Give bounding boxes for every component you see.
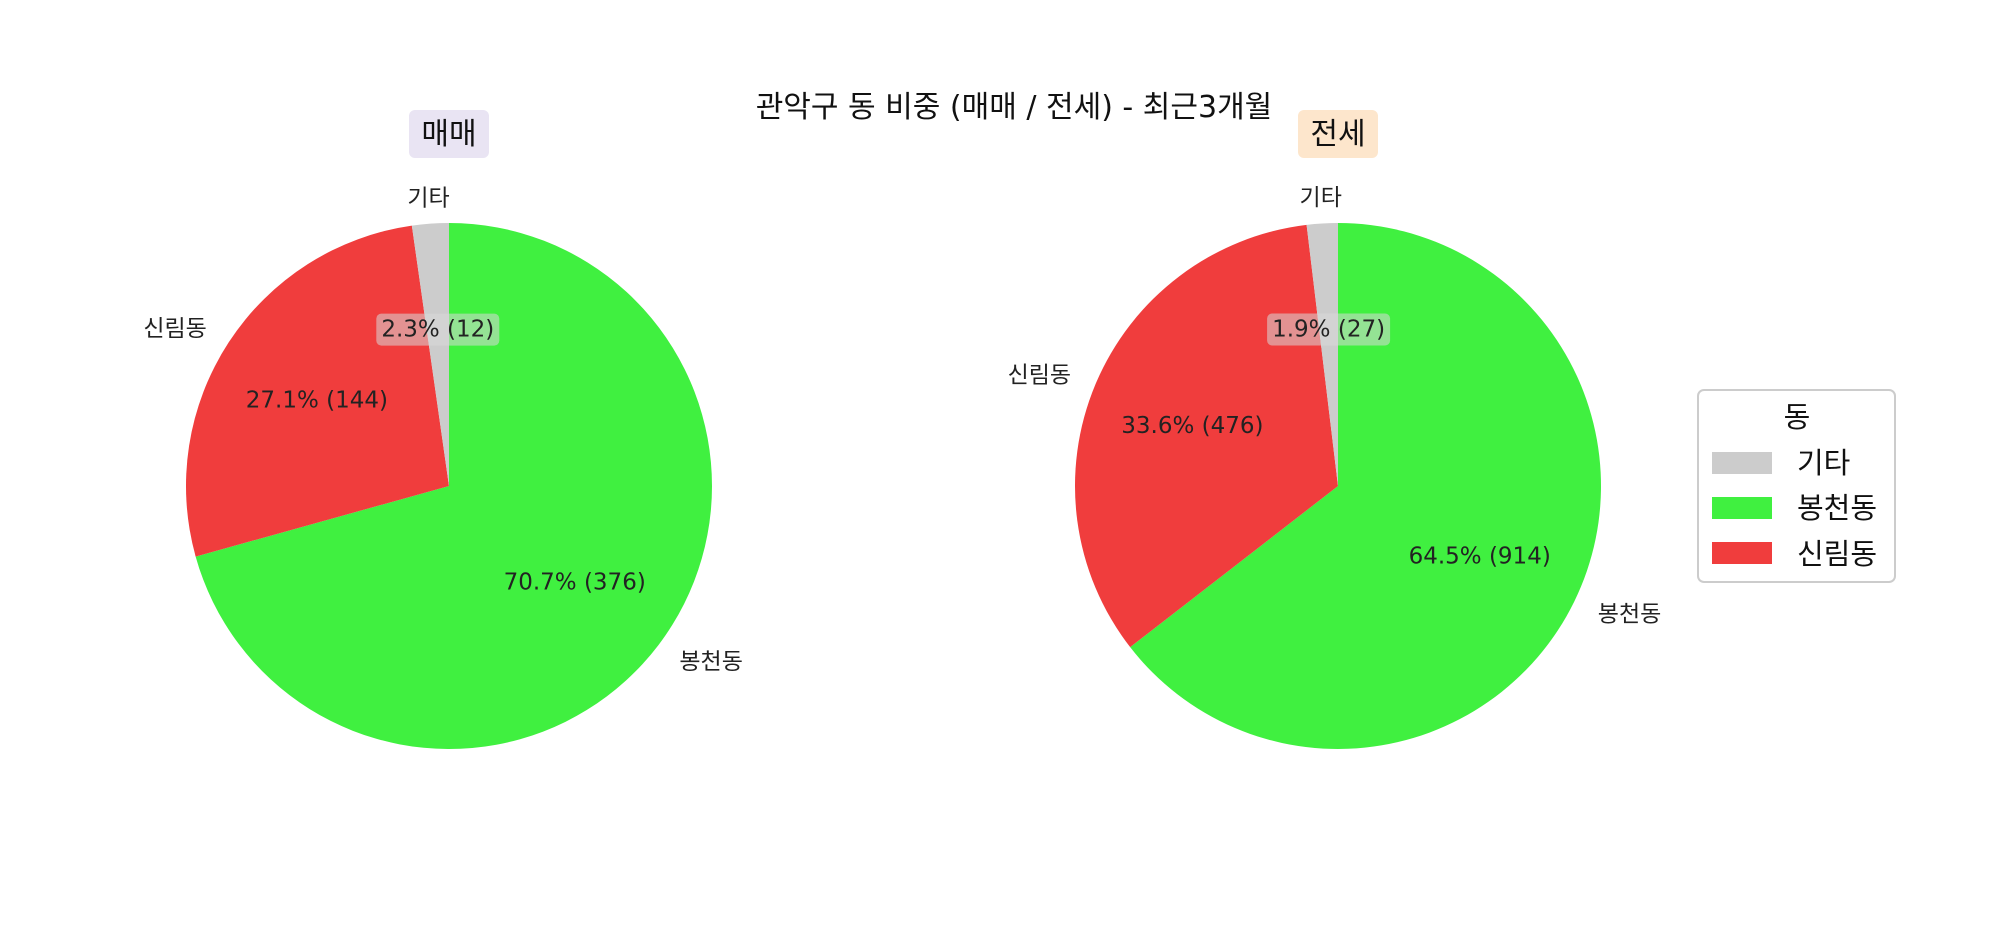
legend-frame: [1697, 389, 1896, 583]
percent-label: 64.5% (914): [1409, 543, 1551, 569]
pie-labels: 봉천동 64.5% (914) 신림동 33.6% (476) 기타 1.9% (27): [1008, 185, 1662, 627]
legend-swatch: [1712, 542, 1772, 564]
chart-title: 관악구 동 비중 (매매 / 전세) - 최근3개월: [756, 90, 1273, 125]
percent-label: 1.9% (27): [1272, 317, 1385, 343]
percent-label: 70.7% (376): [504, 569, 646, 595]
legend-swatch: [1712, 497, 1772, 519]
slice-label: 기타: [407, 185, 449, 211]
legend-swatch: [1712, 452, 1772, 474]
pie-chart-jeonse: 전세 봉천동 64.5% (914) 신림동 33.6% (476) 기타 1.9% (2…: [1008, 110, 1662, 749]
slice-label: 신림동: [1008, 363, 1071, 389]
slice-label: 신림동: [143, 316, 206, 342]
legend: 동 기타 봉천동 신림동: [1697, 389, 1896, 583]
legend-item: 봉천동: [1712, 491, 1877, 525]
pie-slices: [185, 223, 712, 749]
legend-label: 봉천동: [1797, 491, 1877, 525]
legend-label: 기타: [1797, 446, 1850, 480]
pie-slices: [1074, 222, 1601, 749]
legend-label: 신림동: [1797, 537, 1877, 571]
slice-label: 봉천동: [679, 649, 742, 675]
percent-label: 2.3% (12): [381, 317, 494, 343]
pie-slice: [1306, 222, 1338, 486]
pie-slice: [1130, 223, 1601, 749]
percent-label-box: [376, 313, 500, 346]
percent-label: 33.6% (476): [1121, 413, 1263, 439]
percent-label: 27.1% (144): [246, 388, 388, 414]
pie-title-background: [409, 110, 489, 158]
pie-slice: [185, 225, 449, 557]
percent-label-box: [1267, 313, 1391, 346]
pie-labels: 봉천동 70.7% (376) 신림동 27.1% (144) 기타 2.3% (12): [143, 185, 743, 675]
pie-chart-sale: 매매 봉천동 70.7% (376) 신림동 27.1% (144) 기타 2.3% (1…: [143, 110, 743, 749]
slice-label: 기타: [1300, 185, 1342, 211]
legend-title: 동: [1784, 400, 1811, 434]
legend-item: 신림동: [1712, 537, 1877, 571]
pie-slice: [195, 223, 712, 749]
pie-title: 전세: [1310, 117, 1365, 152]
slice-label: 봉천동: [1598, 601, 1661, 627]
pie-slice: [411, 223, 449, 486]
legend-item: 기타: [1712, 446, 1850, 480]
pie-title-background: [1298, 110, 1378, 158]
pie-title: 매매: [421, 117, 476, 152]
